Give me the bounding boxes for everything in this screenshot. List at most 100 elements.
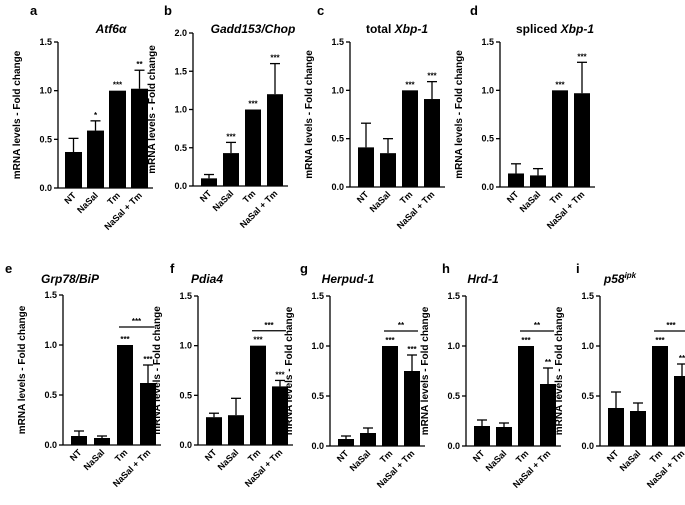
y-axis-label: mRNA levels - Fold change [284, 306, 295, 435]
category-label: NT [471, 448, 487, 464]
y-tick-label: 1.5 [311, 291, 324, 301]
category-label: NaSal [618, 448, 643, 473]
y-tick-label: 1.5 [39, 37, 52, 47]
y-tick-label: 0.0 [447, 441, 460, 451]
y-axis-label: mRNA levels - Fold change [17, 305, 28, 434]
category-label: Tm [241, 188, 258, 205]
bar-nt [338, 439, 354, 446]
comparison-label: *** [666, 321, 676, 330]
significance-marker: *** [405, 80, 415, 89]
bar-nt [206, 417, 222, 445]
y-tick-label: 1.5 [44, 290, 57, 300]
bar-tm [250, 345, 266, 445]
panel-title: total Xbp-1 [366, 22, 428, 36]
significance-marker: *** [385, 336, 395, 345]
category-label: Tm [113, 447, 130, 464]
significance-marker: *** [248, 100, 258, 109]
category-label: Tm [105, 190, 122, 207]
bar-nasal [228, 415, 244, 445]
significance-marker: *** [407, 345, 417, 354]
y-tick-label: 1.5 [447, 291, 460, 301]
bar-nasal-tm [272, 386, 288, 445]
bar-tm [117, 345, 133, 445]
bar-nasal [496, 427, 512, 446]
y-tick-label: 0.0 [481, 182, 494, 192]
significance-marker: *** [521, 336, 531, 345]
y-tick-label: 1.0 [44, 340, 57, 350]
y-axis-label: mRNA levels - Fold change [420, 306, 431, 435]
y-tick-label: 1.5 [174, 66, 187, 76]
panel-letter: e [5, 261, 12, 276]
significance-marker: *** [270, 54, 280, 63]
panel-title: Pdia4 [191, 272, 223, 286]
bar-nasal [630, 411, 646, 446]
panel-title: spliced Xbp-1 [516, 22, 594, 36]
y-tick-label: 1.0 [481, 85, 494, 95]
title-italic: Pdia4 [191, 272, 223, 286]
bar-nasal-tm [424, 99, 440, 187]
bar-nasal [87, 130, 104, 188]
panel-letter: g [300, 261, 308, 276]
bar-tm [652, 346, 668, 446]
title-plain: total [366, 22, 395, 36]
y-axis-label: mRNA levels - Fold change [147, 45, 158, 174]
chart-panel-g: g Herpud-1 mRNA levels - Fold change 0.0 0.5… [284, 261, 425, 490]
comparison-label: ** [398, 321, 405, 330]
bar-nasal-tm [540, 384, 556, 446]
significance-marker: *** [113, 81, 123, 90]
bar-nasal [94, 438, 110, 445]
y-tick-label: 0.0 [581, 441, 594, 451]
bar-tm [382, 346, 398, 446]
significance-marker: *** [655, 336, 665, 345]
y-tick-label: 0.5 [174, 143, 187, 153]
bar-nt [358, 147, 374, 187]
chart-panel-e: e Grp78/BiP mRNA levels - Fold change 0.0 0.… [5, 261, 161, 489]
comparison-label: *** [264, 321, 274, 330]
significance-marker: * [94, 111, 98, 120]
category-label: NT [355, 189, 371, 205]
y-tick-label: 0.5 [581, 391, 594, 401]
y-tick-label: 0.0 [331, 182, 344, 192]
bar-nasal-tm [674, 376, 685, 446]
y-tick-label: 1.0 [311, 341, 324, 351]
y-tick-label: 0.5 [44, 390, 57, 400]
bar-tm [552, 90, 568, 187]
y-axis-label: mRNA levels - Fold change [454, 50, 465, 179]
chart-panel-f: f Pdia4 mRNA levels - Fold change 0.0 0.5 1.0… [152, 261, 293, 489]
bar-nasal [223, 153, 239, 186]
title-italic: Atf6α [95, 22, 127, 36]
category-label: Tm [378, 448, 395, 465]
y-tick-label: 1.0 [179, 341, 192, 351]
y-tick-label: 1.5 [581, 291, 594, 301]
y-tick-label: 1.5 [179, 291, 192, 301]
category-label: NT [198, 188, 214, 204]
title-italic: Xbp-1 [560, 22, 595, 36]
category-label: NaSal [348, 448, 373, 473]
y-tick-label: 0.5 [179, 390, 192, 400]
category-label: NT [62, 190, 78, 206]
y-tick-label: 0.5 [481, 134, 494, 144]
significance-marker: *** [427, 72, 437, 81]
category-label: NaSal [211, 188, 236, 213]
panel-letter: b [164, 3, 172, 18]
category-label: NaSal [75, 190, 100, 215]
bar-nasal-tm [404, 371, 420, 446]
bar-nasal-tm [131, 88, 148, 188]
panel-letter: c [317, 3, 324, 18]
bar-nasal [530, 175, 546, 187]
bar-nt [201, 178, 217, 186]
significance-marker: *** [226, 132, 236, 141]
title-italic: Gadd153/Chop [211, 22, 296, 36]
y-tick-label: 2.0 [174, 28, 187, 38]
panel-title: p58ipk [603, 271, 637, 286]
chart-panel-b: b Gadd153/Chop mRNA levels - Fold change 0.… [147, 3, 295, 230]
category-label: NaSal [82, 447, 107, 472]
chart-panel-a: a Atf6α mRNA levels - Fold change 0.0 0.5 1.0… [12, 3, 153, 232]
category-label: NaSal [368, 189, 393, 214]
bar-nasal-tm [140, 383, 156, 445]
panel-letter: i [576, 261, 580, 276]
bar-nt [508, 173, 524, 187]
category-label: Tm [648, 448, 665, 465]
category-label: NT [505, 189, 521, 205]
